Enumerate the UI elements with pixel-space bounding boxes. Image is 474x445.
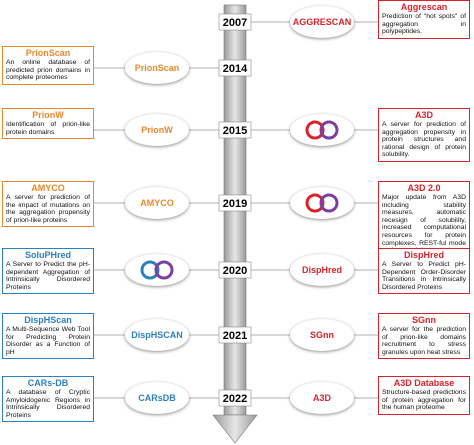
year: 2015: [223, 125, 247, 137]
year-box: [218, 194, 252, 212]
year: 2019: [223, 198, 247, 210]
year-box: [218, 261, 252, 279]
tool-box: SoluPHred A Server to Predict the pH-depe…: [2, 248, 94, 295]
logo: CARsDB: [125, 382, 189, 414]
tool-box: A3D A server for prediction of aggregatio…: [378, 108, 470, 162]
tool-description: A database of Cryptic Amyloidogenic Regi…: [6, 389, 90, 419]
tool-description: A server for prediction of aggregation p…: [382, 121, 466, 159]
logo: SGnn: [290, 319, 354, 351]
tool-title: A3D 2.0: [407, 183, 441, 193]
logo: DispHSCAN: [125, 319, 189, 351]
year-box: [218, 326, 252, 344]
tool-description: A server for prediction of the impact of…: [6, 194, 90, 224]
tool-title: DispHred: [403, 250, 444, 260]
logo: [290, 187, 354, 219]
logo: DispHred: [290, 254, 354, 286]
tool-box: PrionScan An online database of predicted…: [2, 46, 94, 85]
logo-icon: [305, 120, 339, 140]
year: 2020: [223, 265, 247, 277]
logo: PrionW: [125, 114, 189, 146]
tool-title: Aggrescan: [400, 2, 448, 12]
tool-title: SoluPHred: [24, 250, 71, 260]
tool-description: A server for the prediction of prion-lik…: [382, 326, 466, 356]
tool-description: Major update from A3D including stabilit…: [382, 194, 466, 254]
tool-box: Aggrescan Prediction of "hot spots" of ag…: [378, 0, 470, 39]
tool-description: Identification of prion-like protein dom…: [6, 121, 90, 136]
year: 2022: [223, 393, 247, 405]
logo-icon: [140, 260, 174, 280]
logo: [290, 114, 354, 146]
logo: AMYCO: [125, 187, 189, 219]
logo: [125, 254, 189, 286]
tool-box: A3D 2.0 Major update from A3D including s…: [378, 181, 470, 258]
year: 2014: [223, 63, 248, 75]
logo: PrionScan: [125, 52, 189, 84]
year-box: [218, 121, 252, 139]
tool-box: SGnn A server for the prediction of prion…: [378, 313, 470, 360]
year-box: [218, 389, 252, 407]
tool-title: PrionScan: [25, 48, 71, 58]
year: 2007: [223, 17, 247, 29]
tool-box: PrionW Identification of prion-like prote…: [2, 108, 94, 140]
logo-icon: [305, 193, 339, 213]
tool-description: A Server to Predict pH-Dependent Order-D…: [382, 261, 466, 291]
tool-description: A Multi-Sequence Web Tool for Predicting…: [6, 326, 90, 356]
tool-box: DispHScan A Multi-Sequence Web Tool for P…: [2, 313, 94, 360]
tool-title: A3D: [414, 110, 433, 120]
year-box: [218, 59, 252, 77]
tool-box: DispHred A Server to Predict pH-Dependent…: [378, 248, 470, 295]
tool-title: A3D Database: [393, 378, 455, 388]
logo: A3D: [290, 382, 354, 414]
tool-title: CARs-DB: [27, 378, 69, 388]
tool-box: AMYCO A server for prediction of the impa…: [2, 181, 94, 228]
logo: AGGRESCAN: [290, 6, 354, 38]
tool-description: Prediction of "hot spots" of aggregation…: [382, 13, 466, 36]
year: 2021: [223, 330, 247, 342]
tool-title: AMYCO: [31, 183, 65, 193]
tool-title: SGnn: [412, 315, 436, 325]
tool-title: DispHScan: [24, 315, 72, 325]
tool-box: CARs-DB A database of Cryptic Amyloidogen…: [2, 376, 94, 423]
tool-description: A Server to Predict the pH-dependent Agg…: [6, 261, 90, 291]
tool-title: PrionW: [32, 110, 64, 120]
tool-description: An online database of predicted prion do…: [6, 59, 90, 82]
tool-description: Structure-based predictions of protein a…: [382, 389, 466, 412]
tool-box: A3D Database Structure-based predictions …: [378, 376, 470, 415]
arrow-head: [212, 414, 258, 444]
year-box: [218, 13, 252, 31]
